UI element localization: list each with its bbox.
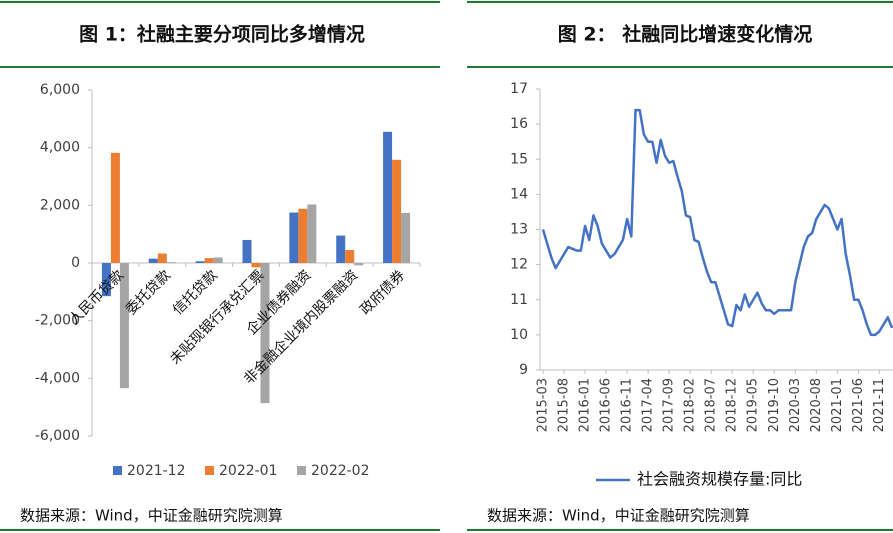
x-tick-label: 2016-06 [599,378,614,432]
y-tick-label: 0 [71,255,80,271]
x-tick-label: 2015-08 [557,378,572,432]
x-tick-label: 2015-03 [536,378,551,432]
y-tick-label: -4,000 [35,370,80,386]
x-tick-label: 委托贷款 [123,267,174,318]
x-tick-label: 人民币贷款 [66,267,127,328]
bar [148,258,158,263]
x-tick-label: 2021-01 [830,378,845,432]
y-tick-label: 2,000 [40,197,80,213]
bar [401,212,411,263]
x-tick-label: 2017-09 [662,378,677,432]
bar [298,208,308,263]
y-tick-label: 6,000 [40,82,80,98]
x-tick-label: 2019-05 [746,378,761,432]
x-tick-label: 2018-02 [683,378,698,432]
line-series [541,108,893,337]
bar [195,261,205,263]
chart-title: 图 1：社融主要分项同比多增情况 [79,23,365,46]
y-tick-label: 12 [510,257,528,273]
legend-label: 2022-01 [219,463,278,479]
bar [354,263,364,266]
y-tick-label: 13 [510,222,528,238]
x-tick-label: 2016-01 [578,378,593,432]
x-tick-label: 政府债券 [357,267,408,318]
bar [289,212,299,263]
x-tick-label: 2016-11 [620,378,635,432]
y-tick-label: 16 [510,116,528,132]
x-tick-label: 2019-10 [767,378,782,432]
y-tick-label: 15 [510,151,528,167]
legend-label: 社会融资规模存量:同比 [637,470,802,489]
x-tick-label: 2021-06 [851,378,866,432]
y-tick-label: 10 [510,327,528,343]
x-tick-label: 2021-11 [872,378,887,432]
x-tick-label: 2020-08 [809,378,824,432]
legend-swatch [113,466,122,475]
bar [101,263,111,297]
bar [110,152,120,263]
bar [336,235,346,263]
bar [204,258,214,263]
x-tick-label: 2017-04 [641,378,656,432]
legend-swatch [205,466,214,475]
chart-title: 图 2： 社融同比增速变化情况 [558,23,812,46]
y-tick-label: 4,000 [40,140,80,156]
bar [383,131,393,263]
bar [251,263,261,268]
bar [307,204,317,263]
x-tick-label: 2018-07 [704,378,719,432]
y-tick-label: -2,000 [35,313,80,329]
y-tick-label: -6,000 [35,428,80,444]
y-tick-label: 11 [510,292,528,308]
y-tick-label: 17 [510,81,528,97]
legend-label: 2022-02 [311,463,370,479]
bar [392,159,402,263]
source-note: 数据来源：Wind，中证金融研究院测算 [20,507,283,525]
bar [345,250,355,263]
x-tick-label: 2020-03 [788,378,803,432]
bar [157,253,167,263]
x-tick-label: 2018-12 [725,378,740,432]
bar [213,257,223,263]
legend-label: 2021-12 [127,463,186,479]
bar [166,262,176,263]
legend-swatch [297,466,306,475]
y-tick-label: 14 [510,186,528,202]
source-note: 数据来源：Wind，中证金融研究院测算 [487,507,750,525]
bar [119,263,129,389]
bar [260,263,270,404]
bar [242,239,252,263]
y-tick-label: 9 [519,362,528,378]
